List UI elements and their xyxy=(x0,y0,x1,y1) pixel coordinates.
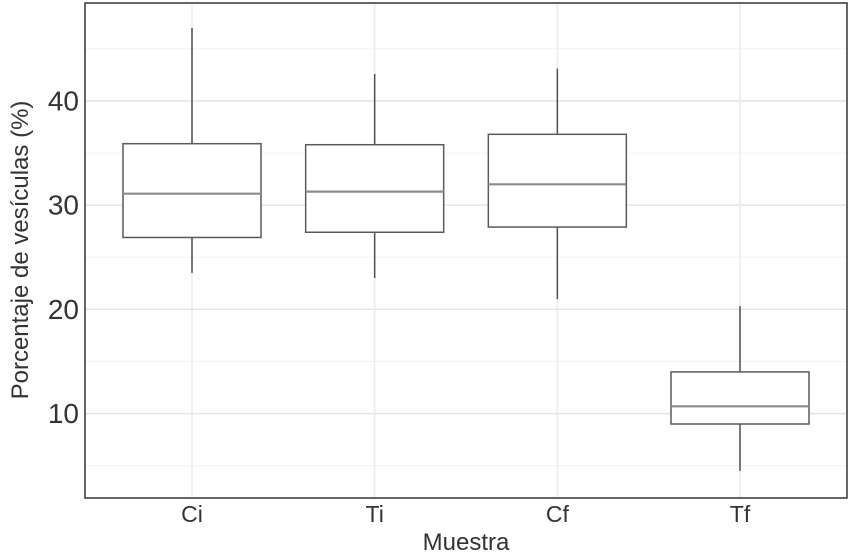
box-rect xyxy=(122,142,262,239)
y-tick-label: 40 xyxy=(48,85,79,116)
y-tick-label: 20 xyxy=(48,294,79,325)
box-rect xyxy=(670,371,810,425)
x-category-label: Ti xyxy=(366,501,384,527)
panel-border xyxy=(84,2,848,499)
x-category-label: Ci xyxy=(181,501,203,527)
x-category-label: Tf xyxy=(730,501,751,527)
y-tick-label: 10 xyxy=(48,398,79,429)
x-axis-title: Muestra xyxy=(422,529,510,556)
y-tick-label: 30 xyxy=(48,190,79,221)
box-rect xyxy=(304,143,445,234)
y-axis-title: Porcentaje de vesículas (%) xyxy=(7,100,34,400)
x-category-label: Cf xyxy=(546,501,570,527)
box-rect xyxy=(487,133,628,228)
